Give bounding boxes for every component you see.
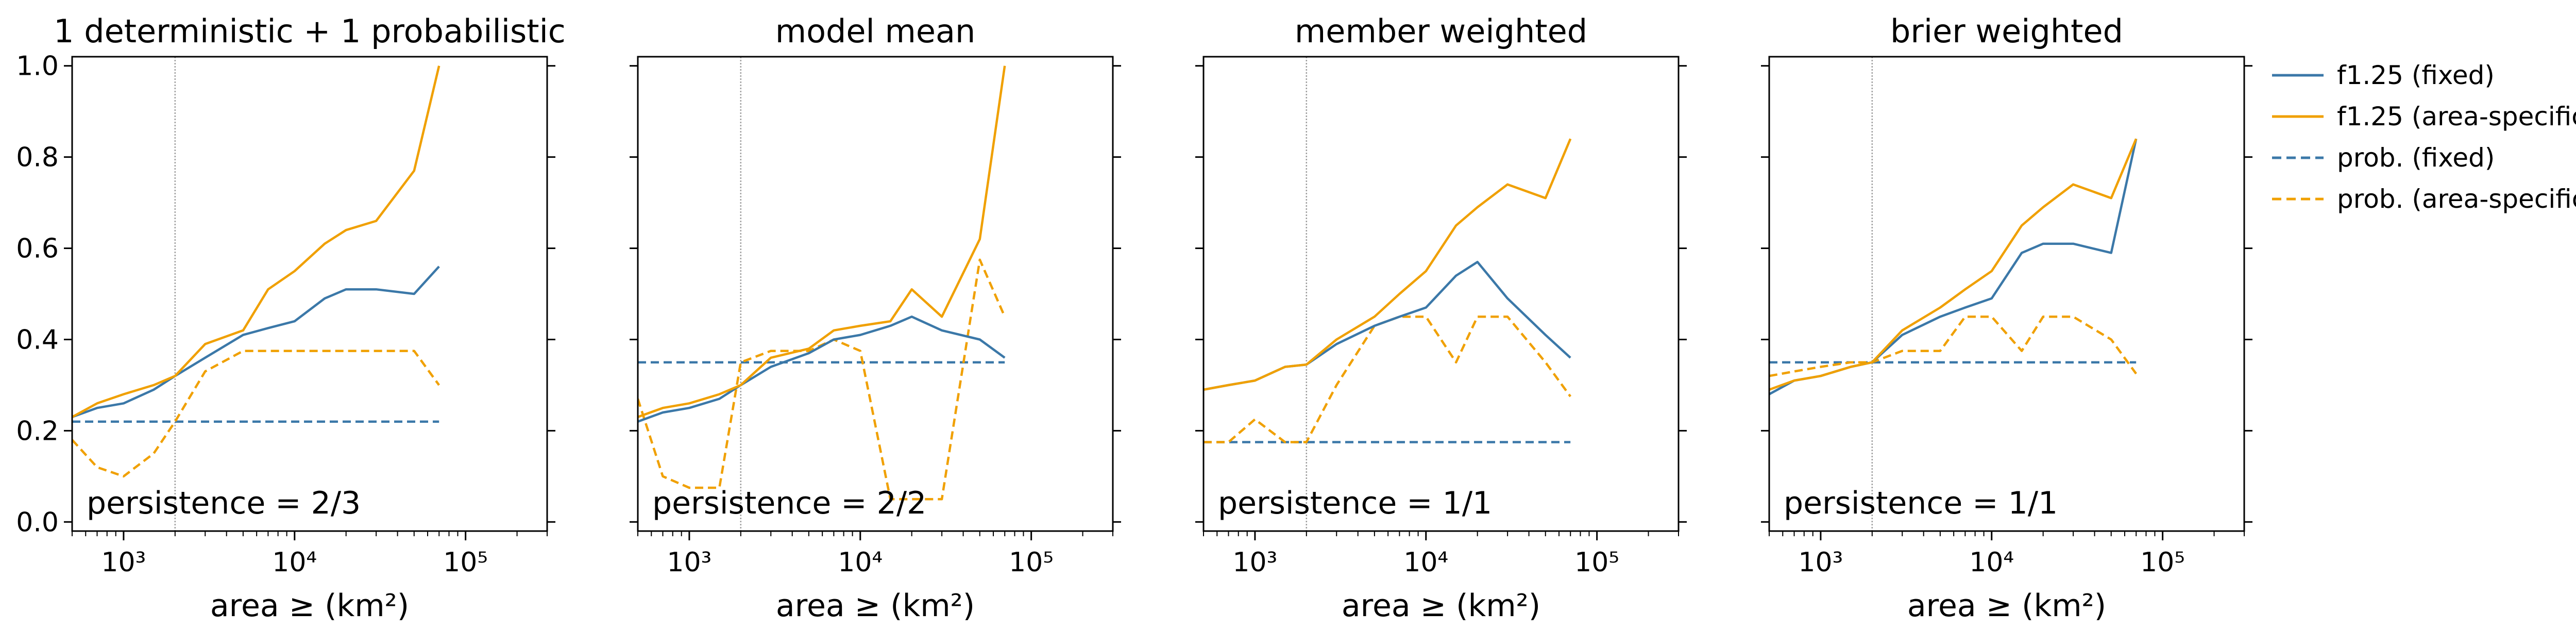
y-tick-label: 0.4: [16, 324, 59, 355]
y-tick-label: 0.6: [16, 234, 59, 265]
x-tick-label: 10⁴: [838, 547, 883, 578]
panel-title: 1 deterministic + 1 probabilistic: [54, 12, 566, 50]
series-line-prob-area-specific: [1769, 315, 2138, 377]
legend-item-f125-fixed: f1.25 (fixed): [2272, 55, 2576, 96]
series-line-f1-25-area-specific: [638, 65, 1006, 418]
panel-1: 1 deterministic + 1 probabilistic 0.0 0.2 0…: [16, 12, 566, 624]
x-tick-label: 10⁴: [272, 547, 317, 578]
x-tick-label: 10³: [1798, 547, 1843, 578]
series-line-f1-25-fixed: [1769, 138, 2138, 395]
series-line-prob-area-specific: [638, 258, 1006, 501]
series-line-f1-25-fixed: [72, 266, 440, 418]
series-line-prob-area-specific: [72, 350, 440, 478]
plot-frame: [1202, 56, 1680, 532]
series-line-f1-25-area-specific: [1204, 138, 1572, 391]
panel-4: brier weighted 10³ 10⁴ 10⁵ area ≥ (km²) persi…: [1761, 12, 2252, 624]
legend-swatch: [2272, 197, 2324, 201]
panel-title: brier weighted: [1890, 12, 2123, 50]
x-tick-label: 10³: [667, 547, 711, 578]
y-tick-label: 1.0: [16, 51, 59, 82]
x-tick-label: 10⁵: [1009, 547, 1054, 578]
x-tick-label: 10⁵: [443, 547, 488, 578]
series-group: [1769, 138, 2138, 395]
y-tick-label: 0.8: [16, 142, 59, 173]
x-tick-label: 10⁴: [1403, 547, 1448, 578]
legend-item-prob-fixed: prob. (fixed): [2272, 137, 2576, 178]
x-axis-label: area ≥ (km²): [210, 588, 409, 624]
panel-title: member weighted: [1295, 12, 1587, 50]
persistence-annotation: persistence = 2/3: [87, 485, 361, 521]
x-tick-label: 10⁵: [1574, 547, 1619, 578]
legend-label: prob. (area-specific): [2337, 184, 2576, 214]
x-tick-label: 10³: [101, 547, 146, 578]
legend: f1.25 (fixed) f1.25 (area-specific) prob…: [2272, 55, 2576, 220]
plot-frame: [1768, 56, 2245, 532]
panel-title: model mean: [775, 12, 976, 50]
series-line-f1-25-fixed: [638, 315, 1006, 423]
x-tick-label: 10⁴: [1969, 547, 2014, 578]
y-tick-label: 0.0: [16, 507, 59, 538]
legend-swatch: [2272, 74, 2324, 77]
panel-2: model mean 10³ 10⁴ 10⁵ area ≥ (km²) persisten…: [630, 12, 1121, 624]
series-line-f1-25-area-specific: [1769, 138, 2138, 391]
x-axis-label: area ≥ (km²): [776, 588, 975, 624]
series-group: [1204, 138, 1572, 443]
legend-label: prob. (fixed): [2337, 143, 2495, 173]
legend-swatch: [2272, 115, 2324, 118]
y-tick-label: 0.2: [16, 416, 59, 447]
x-axis-label: area ≥ (km²): [1342, 588, 1540, 624]
series-line-f1-25-area-specific: [72, 65, 440, 418]
x-axis-label: area ≥ (km²): [1907, 588, 2106, 624]
legend-item-prob-area-specific: prob. (area-specific): [2272, 178, 2576, 220]
legend-item-f125-area-specific: f1.25 (area-specific): [2272, 96, 2576, 137]
legend-label: f1.25 (area-specific): [2337, 102, 2576, 131]
legend-label: f1.25 (fixed): [2337, 60, 2495, 90]
x-tick-label: 10³: [1232, 547, 1277, 578]
series-group: [72, 65, 440, 478]
x-tick-label: 10⁵: [2140, 547, 2185, 578]
persistence-annotation: persistence = 1/1: [1784, 485, 2058, 521]
panel-3: member weighted 10³ 10⁴ 10⁵ area ≥ (km²) pers…: [1195, 12, 1687, 624]
persistence-annotation: persistence = 2/2: [652, 485, 926, 521]
plot-frame: [637, 56, 1114, 532]
persistence-annotation: persistence = 1/1: [1218, 485, 1492, 521]
plot-frame: [71, 56, 548, 532]
legend-swatch: [2272, 156, 2324, 159]
series-group: [638, 65, 1006, 501]
series-line-prob-area-specific: [1204, 315, 1572, 443]
